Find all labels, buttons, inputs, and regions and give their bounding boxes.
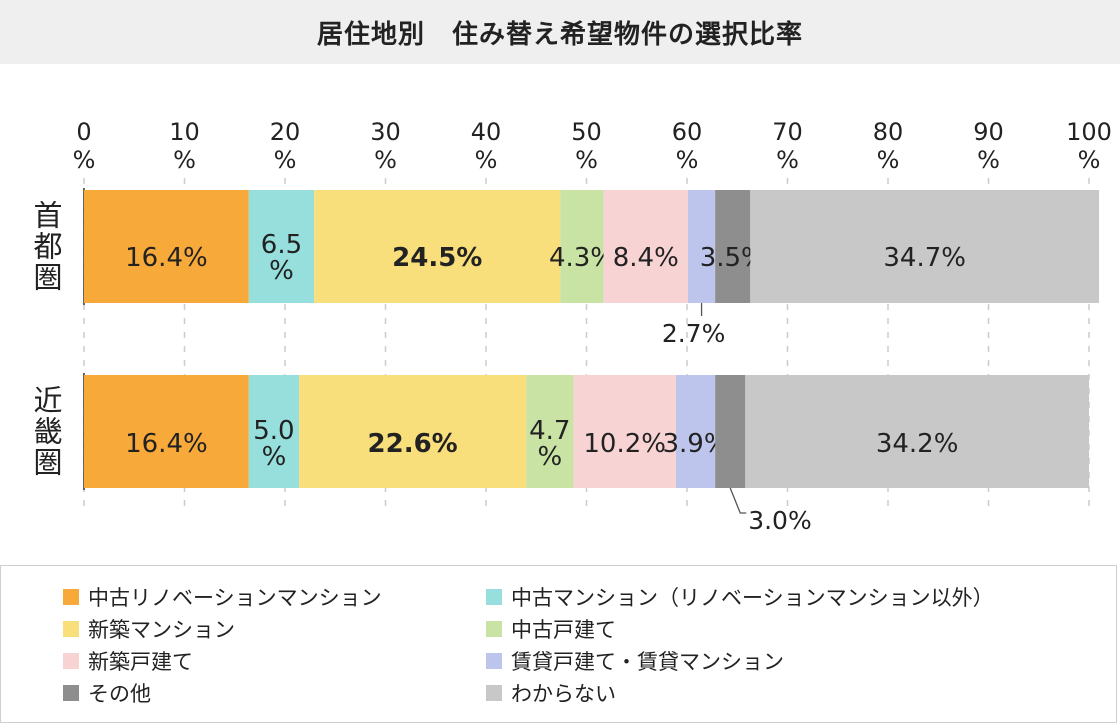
legend-label: 中古戸建て — [511, 618, 616, 642]
bar-segment — [688, 190, 716, 303]
x-tick-label: 30 — [370, 118, 401, 146]
x-tick-unit: % — [877, 146, 900, 174]
bar-segment — [248, 190, 315, 303]
bar-segment — [675, 375, 716, 488]
callout-line — [729, 487, 747, 514]
legend-item: 新築マンション — [63, 614, 235, 644]
x-tick-label: 40 — [471, 118, 502, 146]
legend-swatch — [63, 589, 79, 605]
legend-label: 賃貸戸建て・賃貸マンション — [511, 650, 784, 674]
x-tick-label: 100 — [1066, 118, 1112, 146]
x-tick-unit: % — [776, 146, 799, 174]
data-label: 8.4% — [613, 243, 679, 273]
bar-segment — [745, 375, 1089, 488]
legend: 中古リノベーションマンション 中古マンション（リノベーションマンション以外） 新築マ… — [0, 565, 1117, 723]
legend-swatch — [63, 621, 79, 637]
data-label: 16.4% — [125, 243, 208, 273]
category-label-char: 圏 — [33, 261, 62, 295]
x-tick-label: 80 — [873, 118, 904, 146]
x-tick-unit: % — [977, 146, 1000, 174]
x-tick-unit: % — [73, 146, 96, 174]
category-label-char: 近 — [33, 384, 62, 418]
x-tick-unit: % — [274, 146, 297, 174]
legend-label: 中古マンション（リノベーションマンション以外） — [511, 586, 994, 610]
data-label: 24.5% — [392, 243, 482, 273]
data-label: 2.7% — [662, 319, 726, 348]
legend-label: 新築戸建て — [88, 650, 193, 674]
legend-item: わからない — [486, 678, 616, 708]
bar-segment — [715, 375, 746, 488]
category-label-char: 首 — [33, 199, 62, 233]
x-tick-unit: % — [1078, 146, 1101, 174]
legend-label: 中古リノベーションマンション — [88, 586, 382, 610]
bar-segment — [603, 190, 689, 303]
legend-swatch — [486, 621, 502, 637]
legend-label: その他 — [88, 682, 151, 706]
chart-title: 居住地別 住み替え希望物件の選択比率 — [316, 19, 803, 50]
category-label-char: 圏 — [33, 446, 62, 480]
chart-plot-area: 0%10%20%30%40%50%60%70%80%90%100%首都圏16.4… — [33, 118, 1112, 535]
category-label-char: 都 — [33, 230, 62, 264]
data-label: 5.0% — [253, 416, 294, 472]
legend-label: わからない — [511, 682, 616, 706]
bar-segment — [715, 190, 751, 303]
bar-segment — [526, 375, 574, 488]
bar-segment — [84, 190, 249, 303]
bar-segment — [560, 190, 604, 303]
data-label: 6.5% — [261, 230, 302, 286]
bar-segment — [750, 190, 1100, 303]
bar-segment — [573, 375, 676, 488]
x-tick-unit: % — [475, 146, 498, 174]
data-label: 3.0% — [748, 506, 812, 535]
x-tick-unit: % — [173, 146, 196, 174]
legend-swatch — [486, 589, 502, 605]
data-label: 16.4% — [125, 429, 208, 459]
x-tick-label: 70 — [772, 118, 803, 146]
x-tick-label: 90 — [973, 118, 1004, 146]
x-tick-unit: % — [676, 146, 699, 174]
data-label: 34.2% — [876, 429, 959, 459]
legend-item: 新築戸建て — [63, 646, 193, 676]
x-tick-label: 10 — [169, 118, 200, 146]
legend-item: 中古戸建て — [486, 614, 616, 644]
legend-swatch — [486, 653, 502, 669]
data-label: 22.6% — [368, 429, 458, 459]
bar-segment — [248, 375, 300, 488]
x-tick-label: 50 — [571, 118, 602, 146]
legend-item: 中古リノベーションマンション — [63, 582, 382, 612]
title-bar: 居住地別 住み替え希望物件の選択比率 — [0, 0, 1120, 64]
legend-swatch — [63, 685, 79, 701]
x-tick-label: 20 — [270, 118, 301, 146]
x-tick-unit: % — [374, 146, 397, 174]
data-label: 4.7% — [529, 416, 570, 472]
legend-item: 賃貸戸建て・賃貸マンション — [486, 646, 784, 676]
legend-item: 中古マンション（リノベーションマンション以外） — [486, 582, 994, 612]
data-label: 34.7% — [883, 243, 966, 273]
legend-item: その他 — [63, 678, 151, 708]
legend-label: 新築マンション — [88, 618, 235, 642]
bar-segment — [314, 190, 561, 303]
bar-segment — [299, 375, 527, 488]
legend-swatch — [63, 653, 79, 669]
data-label: 10.2% — [583, 429, 666, 459]
x-tick-label: 60 — [672, 118, 703, 146]
category-label-char: 畿 — [33, 415, 62, 449]
bar-segment — [84, 375, 249, 488]
x-tick-label: 0 — [76, 118, 91, 146]
x-tick-unit: % — [575, 146, 598, 174]
legend-swatch — [486, 685, 502, 701]
